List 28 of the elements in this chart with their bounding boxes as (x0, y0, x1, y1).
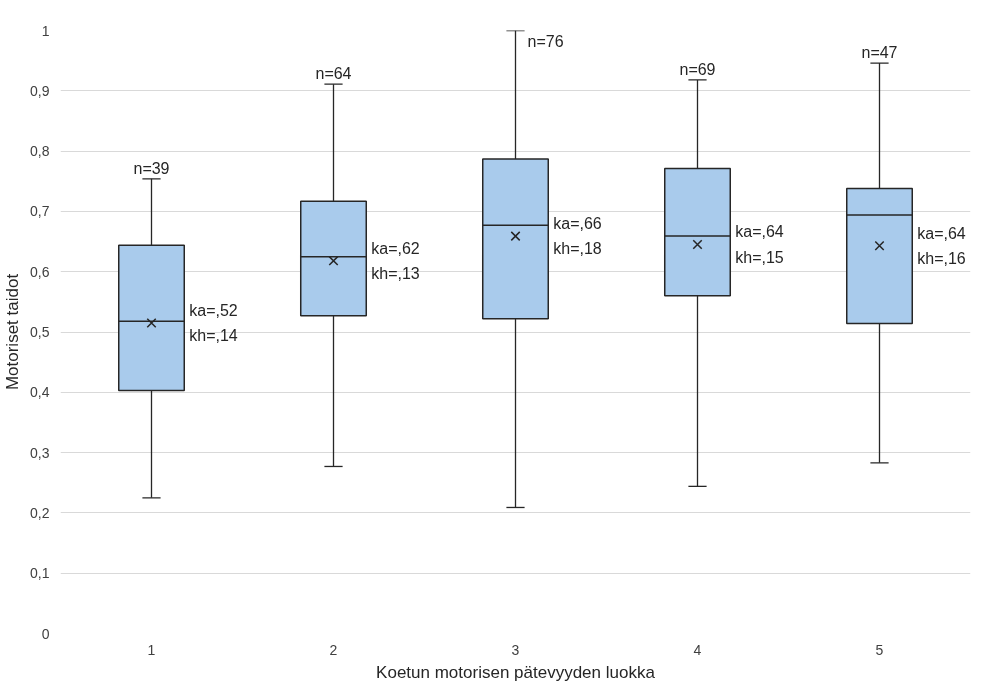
y-tick-label: 0,3 (30, 444, 50, 461)
annotation: n=39 (133, 159, 170, 177)
y-tick-label: 0,6 (30, 263, 50, 280)
x-tick-label: 4 (693, 641, 702, 658)
y-axis-title: Motoriset taidot (3, 273, 23, 391)
x-tick-label: 3 (511, 641, 520, 658)
y-tick-label: 0,9 (30, 82, 50, 99)
y-tick-label: 0,8 (30, 143, 50, 160)
y-tick-label: 0 (41, 625, 50, 642)
annotation: ka=,62 kh=,13 (371, 239, 420, 283)
annotation: ka=,64 kh=,16 (917, 224, 966, 268)
y-tick-label: 0,4 (30, 384, 50, 401)
annotation: n=47 (861, 44, 898, 62)
y-tick-label: 1 (41, 22, 50, 39)
annotation: n=64 (315, 65, 352, 83)
y-tick-label: 0,5 (30, 324, 50, 340)
y-tick-label: 0,2 (30, 504, 50, 521)
x-axis-title: Koetun motorisen pätevyyden luokka (376, 662, 656, 682)
annotation: n=69 (679, 60, 716, 78)
y-tick-label: 0,1 (30, 565, 50, 582)
annotation: ka=,64 kh=,15 (735, 223, 784, 266)
annotation: ka=,66 kh=,18 (553, 214, 602, 258)
x-tick-label: 2 (329, 641, 338, 658)
annotation: n=76 (527, 32, 564, 50)
annotation: ka=,52 kh=,14 (189, 301, 238, 345)
x-tick-label: 5 (875, 641, 884, 658)
y-tick-label: 0,7 (30, 203, 50, 220)
x-tick-label: 1 (147, 641, 156, 658)
